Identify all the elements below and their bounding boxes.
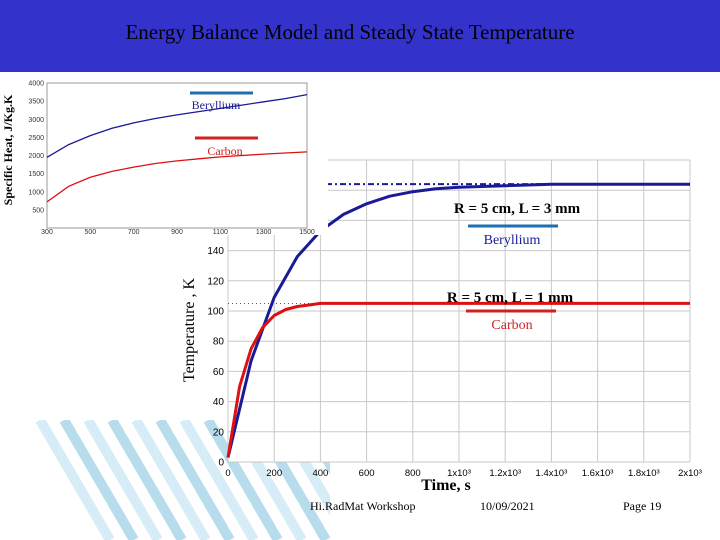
inset-x-tick-label: 1100 [213,229,228,236]
beryllium-specific-heat-line [46,93,308,158]
x-tick-label: 800 [405,468,421,479]
footer-date: 10/09/2021 [480,499,535,513]
x-tick-label: 1.8x10³ [628,468,660,479]
annotation-l3mm: R = 5 cm, L = 3 mm [454,201,581,217]
inset-x-tick-label: 1300 [256,229,272,236]
inset-frame [46,82,308,229]
inset-legend-beryllium-label: Beryllium [192,98,241,112]
inset-y-tick-label: 1000 [28,189,44,196]
y-tick-label: 120 [207,276,224,287]
inset-legend-carbon-label: Carbon [207,144,242,158]
specific-heat-x-ticks: 300 500 700 900 1100 1300 1500 [41,229,315,236]
decorative-stripe [203,420,283,540]
title-banner: Energy Balance Model and Steady State Te… [0,0,720,72]
y-tick-label: 100 [207,307,224,318]
inset-y-tick-label: 4000 [28,81,44,88]
decorative-stripe [35,420,115,540]
inset-x-tick-label: 700 [128,229,140,236]
decorative-stripe [83,420,163,540]
carbon-specific-heat-line [46,151,308,203]
temperature-x-ticks: 0 200 400 600 800 1x10³ 1.2x10³ 1.4x10³ 1.6x10³ 1… [225,468,702,479]
inset-x-tick-label: 300 [41,229,53,236]
footer-page: Page 19 [623,499,662,513]
x-tick-label: 1.2x10³ [489,468,521,479]
inset-y-tick-label: 2000 [28,153,44,160]
decorative-stripe [155,420,235,540]
specific-heat-y-ticks: 500 1000 1500 2000 2500 3000 3500 4000 [28,81,44,215]
slide-title: Energy Balance Model and Steady State Te… [125,20,575,44]
x-tick-label: 600 [359,468,375,479]
specific-heat-series [46,93,308,203]
decorative-stripe [179,420,259,540]
legend-beryllium-label: Beryllium [484,233,541,248]
inset-x-tick-label: 1500 [299,229,315,236]
x-tick-label: 2x10³ [678,468,702,479]
inset-y-tick-label: 500 [32,207,44,214]
specific-heat-chart: 500 1000 1500 2000 2500 3000 3500 4000 300 500 70… [0,72,328,236]
x-tick-label: 1.6x10³ [582,468,614,479]
x-tick-label: 1.4x10³ [536,468,568,479]
y-tick-label: 60 [213,367,225,378]
x-tick-label: 400 [312,468,328,479]
footer-workshop: Hi.RadMat Workshop [310,499,416,513]
decorative-stripe [59,420,139,540]
time-axis-label: Time, s [421,477,470,494]
inset-y-tick-label: 3500 [28,99,44,106]
legend-carbon-label: Carbon [491,318,532,333]
inset-y-tick-label: 3000 [28,117,44,124]
x-tick-label: 0 [225,468,230,479]
y-tick-label: 20 [213,427,225,438]
temperature-grid [227,159,691,463]
y-tick-label: 0 [218,458,224,469]
inset-y-tick-label: 2500 [28,135,44,142]
y-tick-label: 140 [207,246,224,257]
y-tick-label: 80 [213,337,225,348]
carbon-temperature-line [226,301,690,458]
y-tick-label: 40 [213,397,225,408]
specific-heat-axis-label: Specific Heat, J/Kg.K [1,94,15,205]
beryllium-temperature-line [226,182,690,458]
decorative-stripe [131,420,211,540]
x-tick-label: 200 [266,468,282,479]
decorative-stripe [107,420,187,540]
annotation-l1mm: R = 5 cm, L = 1 mm [447,290,574,306]
temperature-axis-label: Temperature , K [181,277,198,382]
temperature-series [226,182,690,458]
x-tick-label: 1x10³ [447,468,471,479]
inset-y-tick-label: 1500 [28,171,44,178]
inset-x-tick-label: 500 [84,229,96,236]
inset-x-tick-label: 900 [171,229,183,236]
